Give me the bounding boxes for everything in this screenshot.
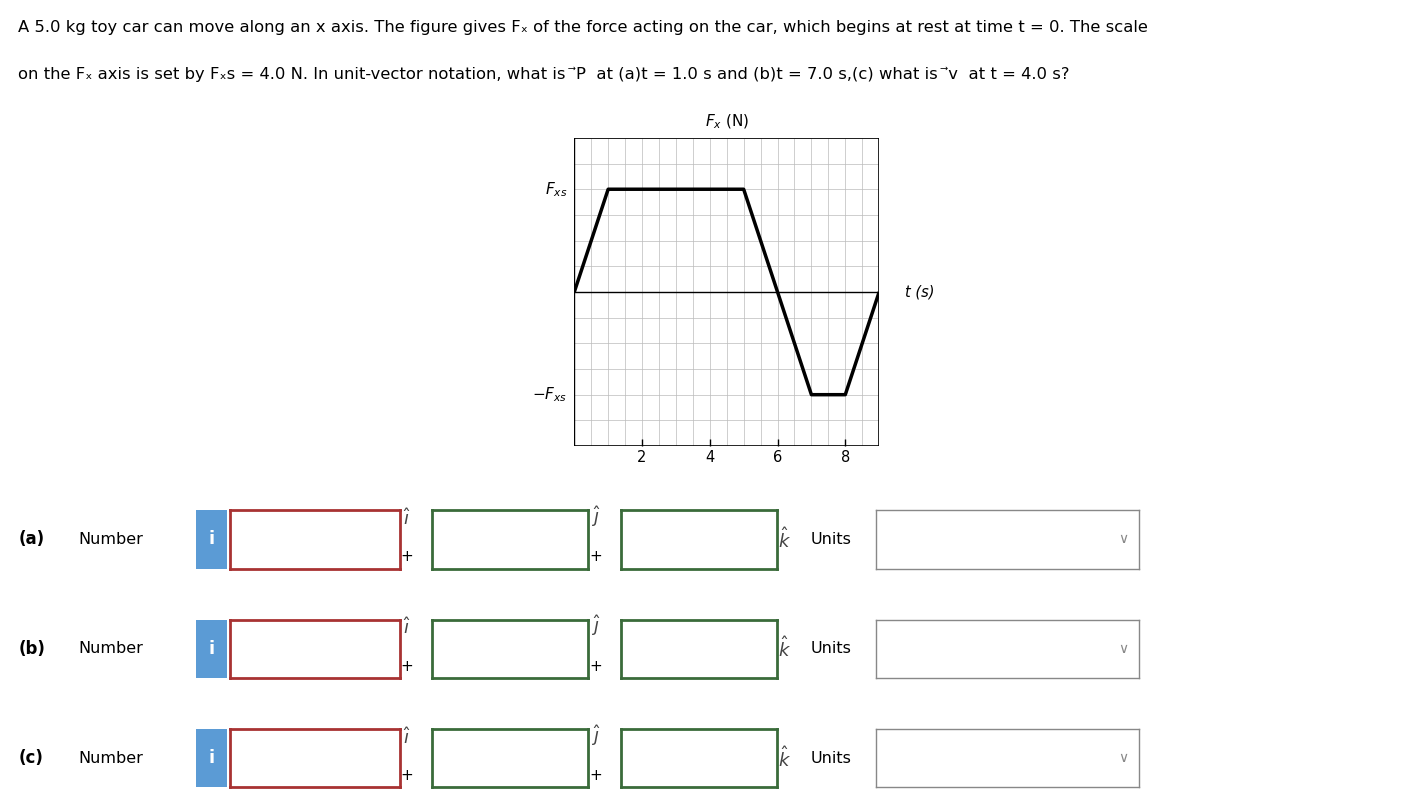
- Text: $F_x$ (N): $F_x$ (N): [705, 113, 749, 131]
- Text: i: i: [208, 530, 214, 548]
- Text: $\hat{\imath}$: $\hat{\imath}$: [403, 617, 411, 638]
- Text: ∨: ∨: [1117, 642, 1129, 656]
- Text: i: i: [208, 640, 214, 658]
- Text: $\hat{\imath}$: $\hat{\imath}$: [403, 727, 411, 748]
- Text: i: i: [208, 749, 214, 767]
- Text: +: +: [401, 549, 413, 564]
- Text: $\hat{\jmath}$: $\hat{\jmath}$: [591, 504, 600, 529]
- Text: Number: Number: [78, 532, 143, 547]
- Text: (c): (c): [18, 749, 44, 767]
- Text: Units: Units: [811, 642, 852, 656]
- Text: t (s): t (s): [905, 285, 934, 299]
- Text: $F_{xs}$: $F_{xs}$: [545, 180, 567, 199]
- Text: ∨: ∨: [1117, 532, 1129, 547]
- Text: $\hat{\jmath}$: $\hat{\jmath}$: [591, 614, 600, 638]
- Text: Units: Units: [811, 751, 852, 766]
- Text: +: +: [590, 549, 601, 564]
- Text: $\hat{k}$: $\hat{k}$: [777, 746, 791, 770]
- Text: +: +: [590, 768, 601, 783]
- Text: $-F_{xs}$: $-F_{xs}$: [532, 385, 567, 404]
- Text: +: +: [590, 659, 601, 674]
- Text: $\hat{k}$: $\hat{k}$: [777, 527, 791, 551]
- Text: $\hat{\imath}$: $\hat{\imath}$: [403, 508, 411, 529]
- Text: +: +: [401, 768, 413, 783]
- Text: (a): (a): [18, 530, 44, 548]
- Text: Number: Number: [78, 751, 143, 766]
- Text: ∨: ∨: [1117, 751, 1129, 766]
- Text: $\hat{k}$: $\hat{k}$: [777, 637, 791, 661]
- Text: A 5.0 kg toy car can move along an x axis. The figure gives Fₓ of the force acti: A 5.0 kg toy car can move along an x axi…: [18, 20, 1149, 35]
- Text: Number: Number: [78, 642, 143, 656]
- Text: $\hat{\jmath}$: $\hat{\jmath}$: [591, 723, 600, 748]
- Text: on the Fₓ axis is set by Fₓs = 4.0 N. In unit-vector notation, what is  ⃗P  at (: on the Fₓ axis is set by Fₓs = 4.0 N. In…: [18, 67, 1071, 82]
- Text: +: +: [401, 659, 413, 674]
- Text: Units: Units: [811, 532, 852, 547]
- Text: (b): (b): [18, 640, 45, 658]
